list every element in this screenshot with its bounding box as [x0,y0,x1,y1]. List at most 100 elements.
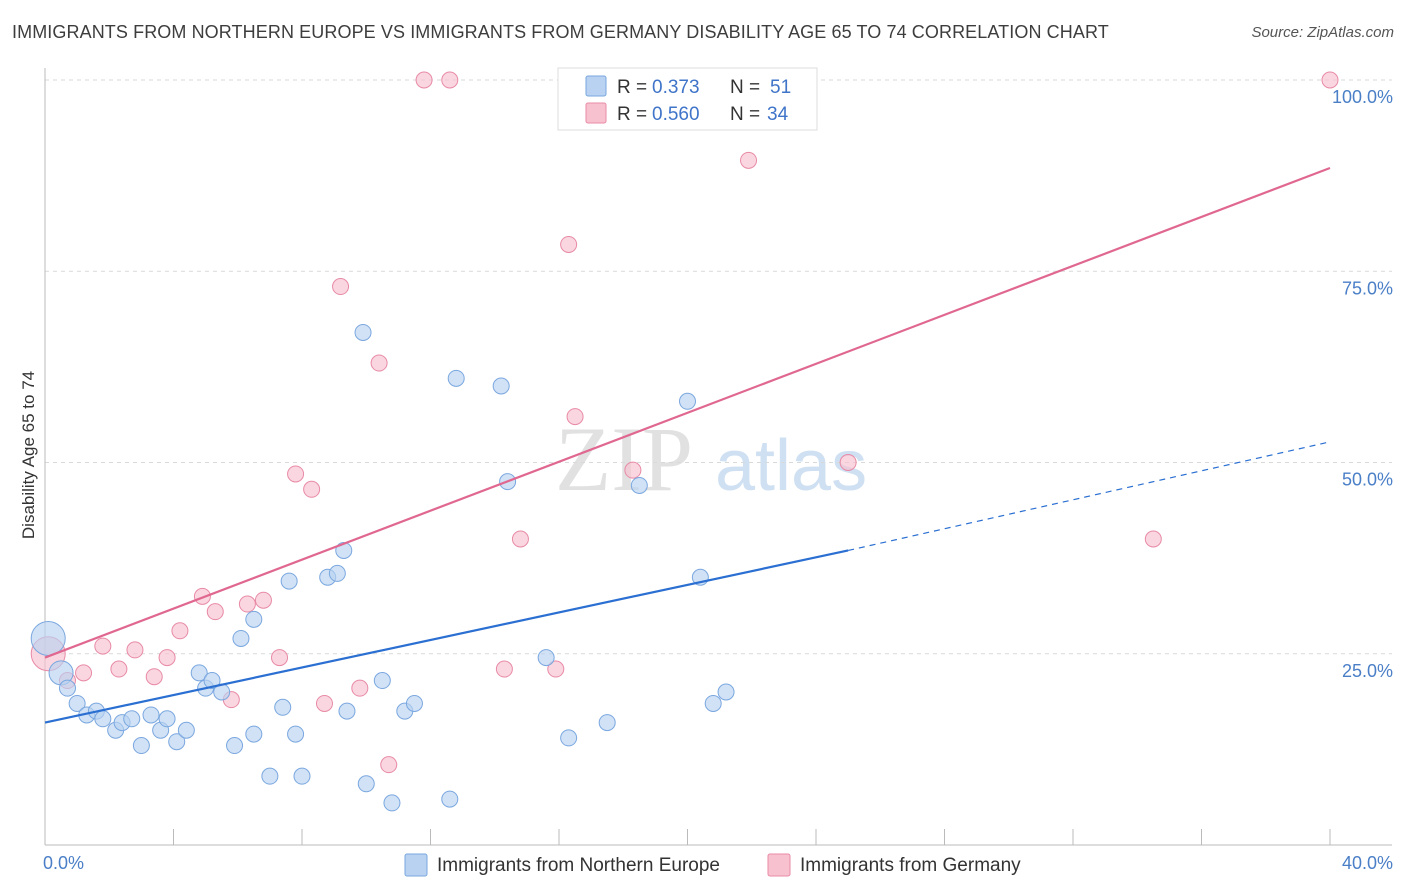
point-northern-europe [94,710,112,728]
point-northern-europe [679,392,696,410]
point-northern-europe [373,672,391,690]
point-germany [145,668,163,686]
point-northern-europe [58,679,76,697]
point-germany [94,637,112,655]
point-northern-europe [261,767,279,785]
point-northern-europe [190,664,208,682]
watermark: ZIP atlas [555,408,867,510]
point-northern-europe [492,377,510,395]
point-northern-europe [537,649,555,667]
series-northern-europe [30,323,735,812]
point-germany [511,530,529,548]
point-germany [238,595,256,613]
point-germany [254,591,272,609]
point-northern-europe [30,620,66,656]
point-germany [126,641,144,659]
y-tick-label: 50.0% [1342,470,1393,490]
point-germany [193,587,211,605]
point-northern-europe [287,725,305,743]
point-germany [380,756,398,774]
point-northern-europe [226,737,244,755]
point-northern-europe [328,564,346,582]
point-northern-europe [168,733,186,751]
legend-n-value-2: 34 [767,104,789,125]
point-germany [566,408,584,426]
point-germany [624,461,642,479]
source-credit: Source: ZipAtlas.com [1251,24,1394,41]
point-northern-europe [293,767,311,785]
point-northern-europe [232,629,250,647]
point-northern-europe [203,672,221,690]
point-germany [271,649,289,667]
point-germany [495,660,513,678]
point-northern-europe [335,541,353,559]
axes [44,68,1392,846]
point-northern-europe [598,714,616,732]
point-germany [351,679,369,697]
legend-r-label-1: R = [617,77,647,98]
y-tick-label: 75.0% [1342,278,1393,298]
legend-n-label-2: N = [730,104,760,125]
point-germany [547,660,565,678]
point-northern-europe [357,775,375,793]
point-germany [315,694,333,712]
stats-legend: R = 0.373 N = 51 R = 0.560 N = 34 [557,67,818,131]
point-northern-europe [704,694,722,712]
trend-lines [44,166,1331,724]
trendline-northern-europe [44,549,849,724]
point-northern-europe [132,737,150,755]
point-germany [1321,71,1339,89]
point-germany [415,71,433,89]
y-tick-label: 100.0% [1332,87,1393,107]
legend-swatch-blue [585,75,607,97]
point-germany [206,603,224,621]
point-germany [171,622,189,640]
legend-label-germany: Immigrants from Germany [800,855,1021,876]
legend-r-value-2: 0.560 [652,104,700,125]
point-northern-europe [383,794,401,812]
trendline-germany [44,166,1331,659]
point-northern-europe [717,683,735,701]
legend-r-value-1: 0.373 [652,77,700,98]
x-tick-label: 40.0% [1342,853,1393,873]
y-tick-label: 25.0% [1342,661,1393,681]
point-northern-europe [245,610,263,628]
point-germany [1144,530,1162,548]
chart-title: IMMIGRANTS FROM NORTHERN EUROPE VS IMMIG… [12,22,1109,42]
point-northern-europe [560,729,578,747]
point-germany [158,649,176,667]
point-northern-europe [158,710,176,728]
point-germany [75,664,93,682]
point-germany [303,480,321,498]
trendline-northern-europe-extrapolation [847,441,1331,552]
point-germany [332,278,350,296]
point-germany [441,71,459,89]
legend-label-northern-europe: Immigrants from Northern Europe [437,855,720,876]
point-germany [287,465,305,483]
legend-swatch-northern-europe [404,853,428,877]
point-northern-europe [354,323,372,341]
point-northern-europe [447,369,465,387]
point-germany [560,235,578,253]
point-northern-europe [441,790,459,808]
point-northern-europe [280,572,298,590]
point-northern-europe [274,698,292,716]
point-northern-europe [405,694,423,712]
series-legend: Immigrants from Northern Europe Immigran… [404,853,1021,877]
y-axis-title: Disability Age 65 to 74 [19,371,38,539]
point-northern-europe [177,721,195,739]
gridlines [45,79,1392,655]
point-germany [839,454,857,471]
tick-labels: 25.0% 50.0% 75.0% 100.0% 0.0% 40.0% [43,87,1393,873]
legend-n-value-1: 51 [770,77,791,98]
legend-n-label-1: N = [730,77,760,98]
x-tick-label: 0.0% [43,853,84,873]
point-northern-europe [338,702,356,720]
point-germany [110,660,128,678]
point-germany [740,151,758,169]
point-northern-europe [630,476,648,494]
watermark-zip: ZIP [555,408,693,510]
point-northern-europe [123,710,141,728]
point-northern-europe [245,725,263,743]
